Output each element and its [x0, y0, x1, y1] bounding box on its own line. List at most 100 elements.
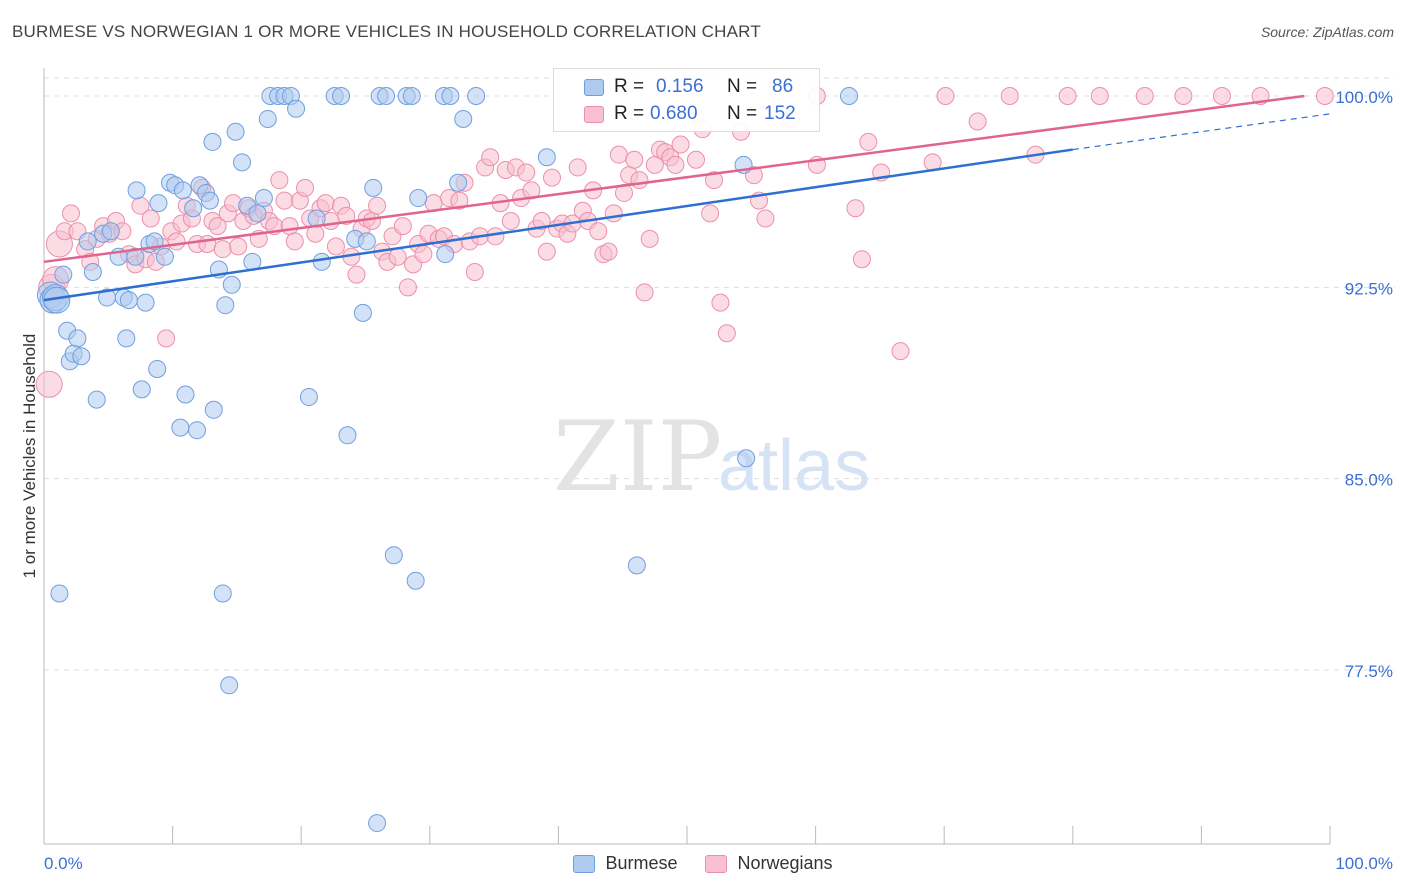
norwegians-point [609, 145, 628, 164]
norwegians-point [687, 150, 706, 169]
legend-swatch-norwegians [705, 854, 728, 873]
stats-r-value-norwegians: 0.680 [650, 103, 698, 124]
burmese-point [312, 252, 331, 271]
burmese-point [136, 293, 155, 312]
burmese-point [184, 199, 203, 218]
norwegians-point [296, 178, 315, 197]
norwegians-point [1000, 87, 1019, 105]
burmese-point [248, 204, 267, 223]
norwegians-point [671, 135, 690, 154]
norwegians-point [859, 132, 878, 151]
norwegians-point [62, 204, 81, 223]
norwegians-point [630, 171, 649, 190]
burmese-point [155, 247, 174, 266]
burmese-point [368, 814, 387, 833]
norwegians-point [666, 155, 685, 174]
norwegians-point [532, 212, 551, 231]
burmese-point [101, 222, 120, 241]
burmese-point [83, 263, 102, 282]
norwegians-point [198, 234, 217, 253]
burmese-point [200, 191, 219, 210]
norwegians-point [347, 265, 366, 284]
trend-lines [43, 94, 1331, 302]
norwegians-point [337, 206, 356, 225]
stats-n-value-norwegians: 152 [764, 103, 796, 124]
burmese-point [117, 329, 136, 348]
watermark: ZIP atlas [553, 401, 870, 513]
burmese-point [537, 148, 556, 167]
stats-n-label: N = [727, 103, 758, 124]
stats-r-value-burmese: 0.156 [656, 76, 704, 97]
y-tick-label: 77.5% [1345, 662, 1393, 681]
norwegians-point [362, 212, 381, 231]
burmese-point [454, 109, 473, 128]
burmese-point [43, 286, 71, 314]
burmese-point [353, 303, 372, 322]
norwegians-point [542, 168, 561, 187]
stats-n-label: N = [727, 76, 758, 97]
burmese-point [449, 173, 468, 192]
stats-swatch-norwegians [584, 105, 604, 123]
burmese-point [364, 178, 383, 197]
norwegians-point [705, 171, 724, 190]
norwegians-point [599, 242, 618, 261]
legend-label-burmese: Burmese [605, 853, 678, 873]
stats-r-label: R = [614, 103, 645, 124]
legend-item-burmese[interactable]: Burmese [573, 853, 677, 874]
burmese-trend-extension [1072, 113, 1331, 151]
norwegians-point [208, 217, 227, 236]
burmese-trend-line [43, 148, 1073, 302]
norwegians-point [388, 247, 407, 266]
norwegians-point [501, 212, 520, 231]
norwegians-point [717, 324, 736, 343]
legend-item-norwegians[interactable]: Norwegians [705, 853, 833, 874]
burmese-point [467, 87, 486, 105]
norwegians-point [568, 158, 587, 177]
x-tick-label: 100.0% [1335, 854, 1393, 873]
burmese-point [338, 426, 357, 445]
burmese-point [204, 400, 223, 419]
norwegians-point [701, 204, 720, 223]
burmese-point [332, 87, 351, 105]
stats-n-value-burmese: 86 [772, 76, 794, 97]
norwegians-point [450, 191, 469, 210]
legend: Burmese Norwegians [0, 853, 1406, 874]
burmese-point [406, 571, 425, 590]
burmese-point [258, 109, 277, 128]
norwegians-point [1315, 87, 1334, 105]
norwegians-point [280, 217, 299, 236]
norwegians-trend-line [43, 94, 1305, 264]
burmese-point [72, 347, 91, 366]
burmese-point [213, 584, 232, 603]
stats-box: R = 0.156 N = 86 R = 0.680 N = 152 [553, 68, 820, 132]
burmese-point [287, 99, 306, 118]
burmese-point [119, 291, 138, 310]
norwegians-point [1135, 87, 1154, 105]
legend-label-norwegians: Norwegians [737, 853, 833, 873]
norwegians-point [517, 163, 536, 182]
burmese-point [203, 132, 222, 151]
burmese-point [840, 87, 859, 105]
watermark-atlas: atlas [718, 426, 870, 506]
burmese-point [436, 245, 455, 264]
norwegians-point [640, 229, 659, 248]
burmese-point [148, 359, 167, 378]
x-tick-label: 0.0% [44, 854, 83, 873]
norwegians-point [604, 204, 623, 223]
burmese-point [216, 296, 235, 315]
burmese-point [50, 584, 69, 603]
burmese-point [402, 87, 421, 105]
watermark-zip: ZIP [553, 401, 722, 513]
burmese-point [222, 275, 241, 294]
norwegians-point [35, 370, 63, 398]
norwegians-point [846, 199, 865, 218]
norwegians-point [481, 148, 500, 167]
norwegians-points [35, 87, 1334, 398]
y-tick-label: 85.0% [1345, 471, 1393, 490]
burmese-point [627, 556, 646, 575]
burmese-point [68, 329, 87, 348]
norwegians-point [368, 196, 387, 215]
burmese-point [171, 418, 190, 437]
norwegians-point [1174, 87, 1193, 105]
norwegians-point [465, 263, 484, 282]
